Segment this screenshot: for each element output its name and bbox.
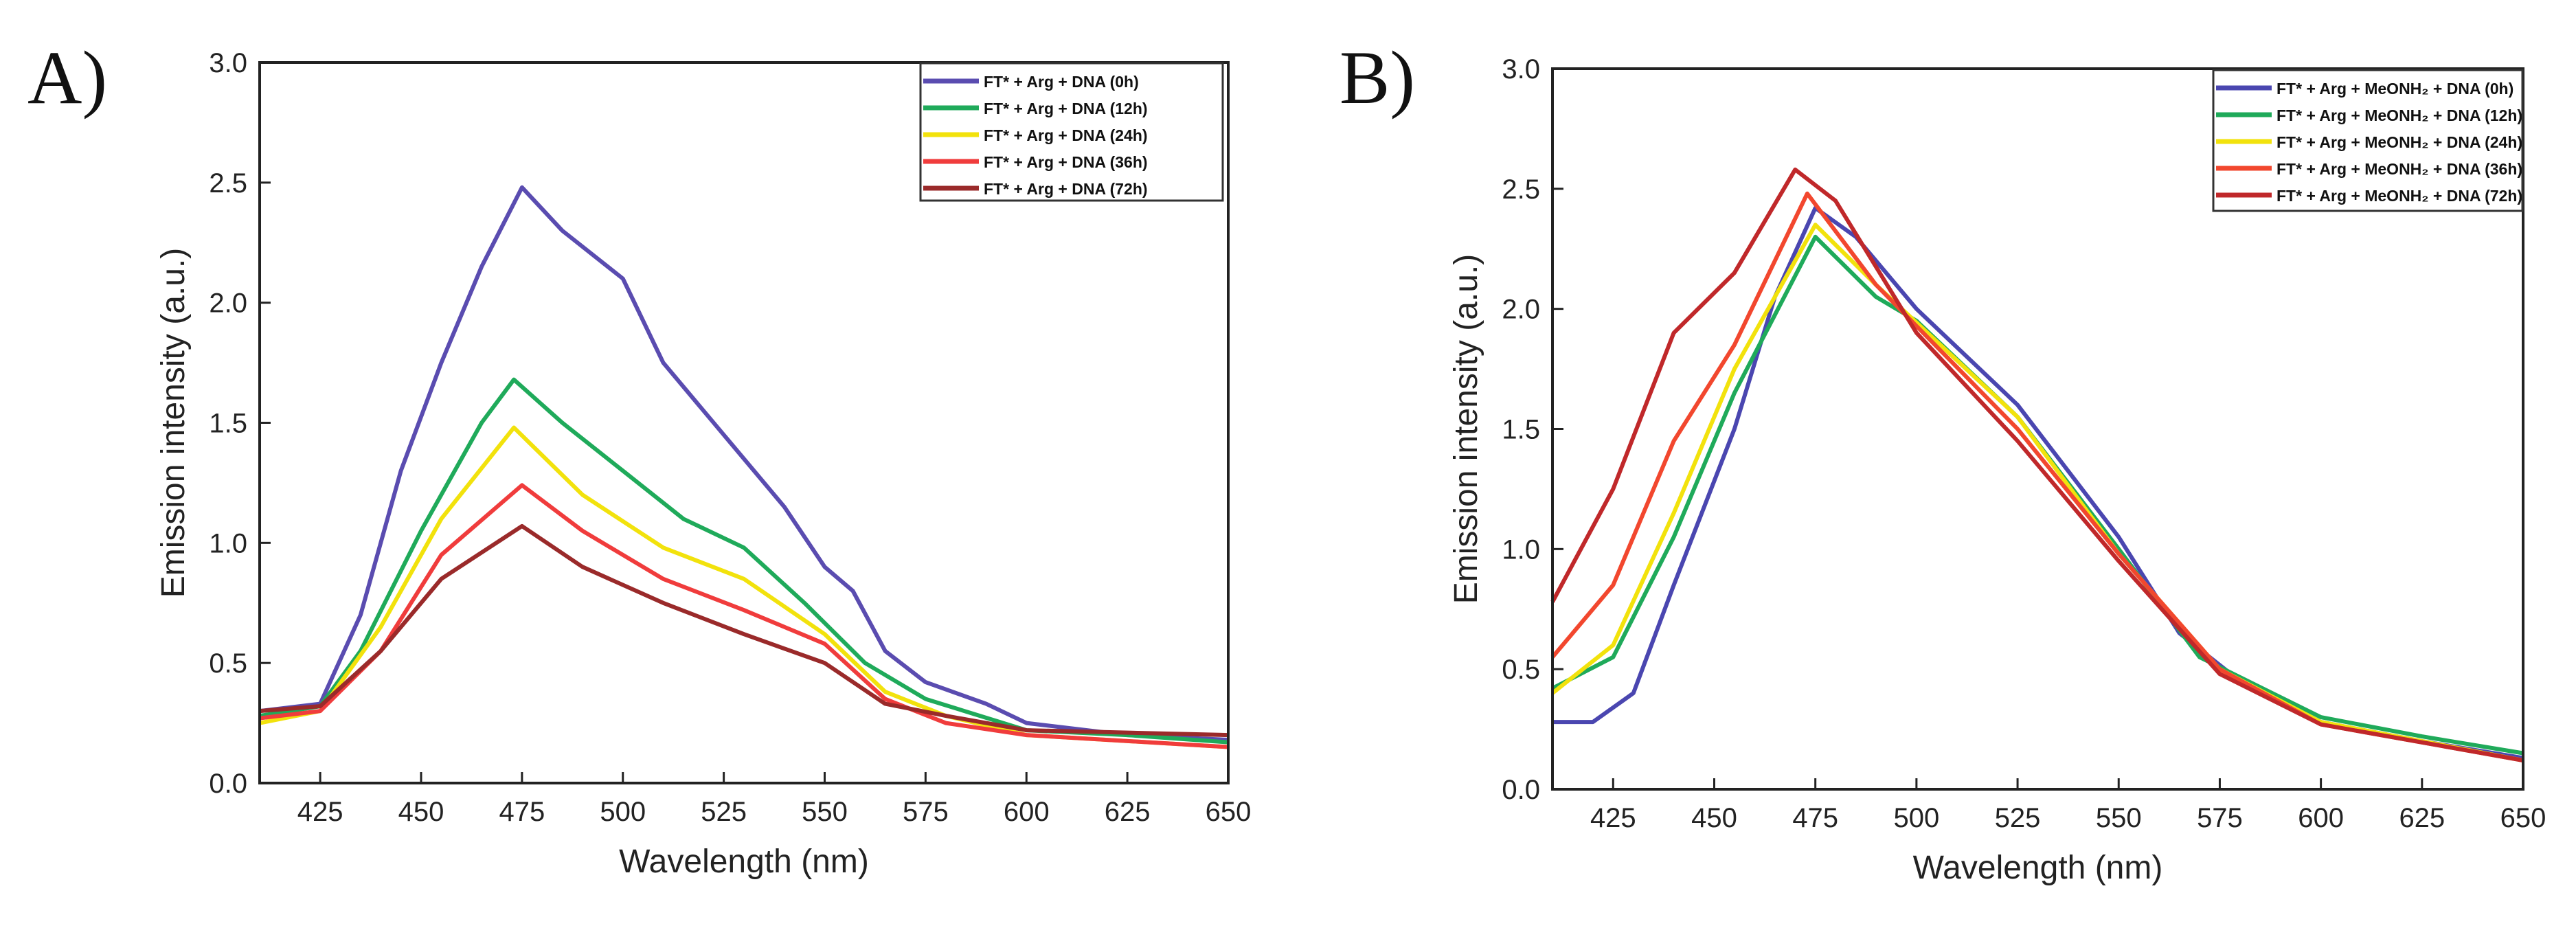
legend-entry: FT* + Arg + DNA (0h): [984, 73, 1139, 91]
x-tick-label: 475: [1792, 803, 1838, 833]
series-line-0: [259, 185, 1229, 743]
x-tick-label: 425: [1590, 803, 1636, 833]
legend-entry: FT* + Arg + MeONH₂ + DNA (12h): [2276, 106, 2522, 124]
y-tick-label: 0.5: [209, 648, 247, 679]
series-line-3: [1550, 191, 2524, 762]
x-axis-label: Wavelength (nm): [1913, 850, 2163, 886]
x-tick-label: 450: [1691, 803, 1737, 833]
y-tick-label: 2.5: [209, 168, 247, 199]
series-line-2: [259, 425, 1229, 749]
x-tick-label: 475: [499, 797, 545, 827]
legend-entry: FT* + Arg + DNA (36h): [984, 153, 1148, 171]
legend-entry: FT* + Arg + DNA (72h): [984, 180, 1148, 198]
y-tick-label: 2.0: [1502, 295, 1540, 325]
series-line-1: [1551, 234, 2524, 756]
legend: FT* + Arg + MeONH₂ + DNA (0h) FT* + Arg +…: [2212, 69, 2524, 212]
legend-entry: FT* + Arg + MeONH₂ + DNA (24h): [2276, 133, 2522, 151]
series-line-4: [1550, 167, 2524, 762]
chart-panel-b: B) 425 450 475 500 525 550 575 600 625 650 0.0 0.5 1.…: [1340, 36, 2546, 886]
y-tick-label: 0.0: [209, 769, 247, 799]
y-tick-label: 3.0: [209, 48, 247, 78]
x-tick-label: 525: [1995, 803, 2041, 833]
x-axis-label: Wavelength (nm): [619, 844, 869, 880]
x-tick-label: 525: [701, 797, 747, 827]
series-line-2: [1551, 223, 2524, 762]
series-line-4: [259, 523, 1229, 738]
chart-panel-a: A) 425 450 475 500 525 550 575 600 625 650 0.0 0.5 1.…: [27, 36, 1251, 880]
y-tick-label: 0.5: [1502, 655, 1540, 685]
y-tick-label: 0.0: [1502, 775, 1540, 805]
legend-entry: FT* + Arg + MeONH₂ + DNA (72h): [2276, 187, 2522, 205]
y-tick-label: 2.0: [209, 288, 247, 319]
x-tick-label: 550: [802, 797, 848, 827]
x-tick-label: 425: [297, 797, 343, 827]
series-line-1: [259, 377, 1229, 745]
x-tick-label: 575: [903, 797, 949, 827]
y-tick-label: 1.0: [209, 528, 247, 558]
x-tick-label: 625: [1105, 797, 1151, 827]
panel-label: A): [27, 36, 107, 120]
x-tick-label: 550: [2096, 803, 2142, 833]
x-tick-label: 600: [1004, 797, 1050, 827]
legend-entry: FT* + Arg + MeONH₂ + DNA (36h): [2276, 160, 2522, 178]
y-axis-label: Emission intensity (a.u.): [155, 248, 192, 598]
x-tick-label: 650: [1206, 797, 1252, 827]
y-tick-label: 3.0: [1502, 54, 1540, 84]
series-line-3: [259, 483, 1229, 749]
legend-entry: FT* + Arg + MeONH₂ + DNA (0h): [2276, 80, 2513, 98]
x-tick-label: 450: [398, 797, 444, 827]
y-tick-label: 2.5: [1502, 174, 1540, 205]
legend: FT* + Arg + DNA (0h) FT* + Arg + DNA (12h…: [919, 62, 1224, 202]
x-tick-label: 575: [2197, 803, 2243, 833]
y-tick-label: 1.5: [1502, 415, 1540, 445]
y-axis-label: Emission intensity (a.u.): [1448, 254, 1484, 604]
y-tick-label: 1.5: [209, 409, 247, 439]
panel-label: B): [1340, 36, 1415, 120]
legend-entry: FT* + Arg + DNA (24h): [984, 126, 1148, 144]
x-tick-label: 650: [2500, 803, 2546, 833]
y-tick-label: 1.0: [1502, 534, 1540, 565]
x-tick-label: 500: [1894, 803, 1940, 833]
x-tick-label: 625: [2399, 803, 2445, 833]
legend-box: [919, 62, 1224, 202]
x-tick-label: 600: [2298, 803, 2344, 833]
x-tick-label: 500: [600, 797, 646, 827]
legend-entry: FT* + Arg + DNA (12h): [984, 100, 1148, 117]
